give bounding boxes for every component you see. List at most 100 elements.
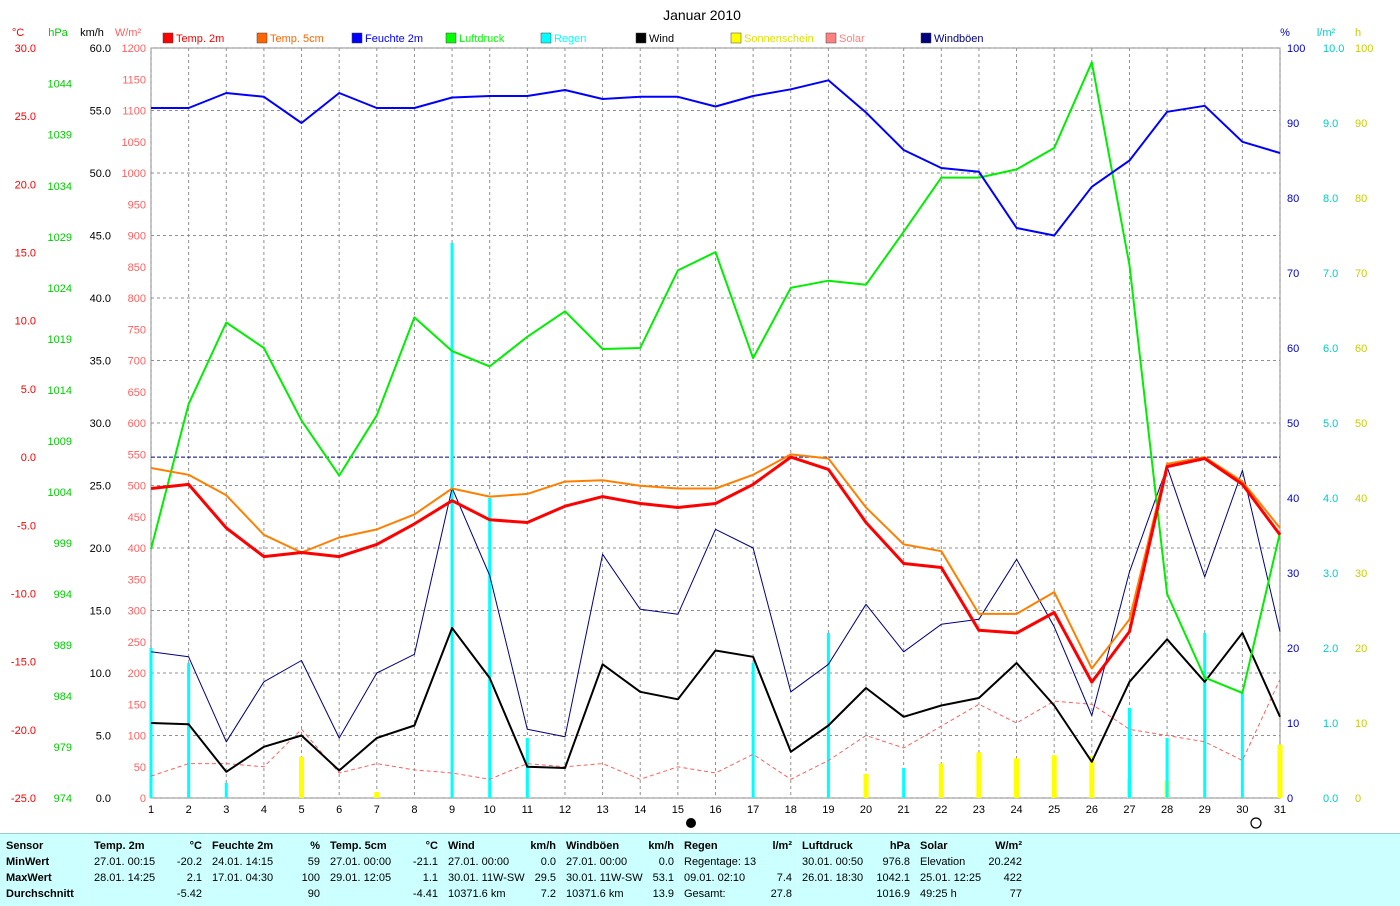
- sunshine-bar: [374, 792, 380, 798]
- stats-row-value: 976.8: [882, 856, 910, 868]
- solar-tick-label: 950: [128, 199, 146, 211]
- x-tick-label: 18: [785, 804, 797, 816]
- stats-row-value: 27.8: [770, 888, 792, 900]
- x-tick-label: 5: [298, 804, 304, 816]
- x-tick-label: 15: [672, 804, 684, 816]
- press-tick-label: 979: [54, 742, 72, 754]
- stats-row-value: 1042.1: [876, 872, 910, 884]
- legend-label: Regen: [554, 33, 586, 45]
- solar-tick-label: 500: [128, 481, 146, 493]
- legend-label: Temp. 5cm: [270, 33, 324, 45]
- stats-column-separator: [325, 834, 326, 906]
- legend-swatch: [540, 32, 552, 44]
- stats-column-separator: [797, 834, 798, 906]
- legend-swatch: [920, 32, 932, 44]
- x-tick-label: 27: [1123, 804, 1135, 816]
- sun-tick-label: 90: [1355, 118, 1367, 130]
- rain-bar: [488, 498, 492, 798]
- stats-row: -4.41: [330, 886, 438, 902]
- hum-tick-label: 60: [1287, 343, 1299, 355]
- stats-unit: %: [310, 840, 320, 852]
- stats-row: 26.01. 18:30 1042.1: [802, 870, 910, 886]
- temp-tick-label: -5.0: [17, 520, 36, 532]
- stats-row-value: -4.41: [412, 888, 438, 900]
- stats-sensor-name: Regen: [684, 840, 718, 852]
- bar-series: [149, 243, 1283, 798]
- rain-bar: [450, 243, 454, 798]
- x-tick-label: 7: [374, 804, 380, 816]
- wind-unit-label: km/h: [80, 27, 104, 39]
- stats-row: 27.01. 00:15 -20.2: [94, 854, 202, 870]
- stats-column: Luftdruck hPa 30.01. 00:50 976.8 26.01. 18:3…: [802, 838, 910, 902]
- stats-row-label: 09.01. 02:10: [684, 872, 746, 884]
- stats-row-value: 1016.9: [876, 888, 910, 900]
- series-line-temp-2m: [150, 455, 1282, 684]
- stats-sensor-name: Feuchte 2m: [212, 840, 274, 852]
- sunshine-bar: [938, 763, 944, 798]
- stats-column-header: Solar W/m²: [920, 838, 1022, 854]
- stats-row-value: -21.1: [412, 856, 438, 868]
- temp-tick-label: 15.0: [15, 248, 36, 260]
- stats-row-label: 10371.6 km: [566, 888, 624, 900]
- rain-bar: [1165, 738, 1169, 798]
- temp-tick-label: 30.0: [15, 43, 36, 55]
- press-tick-label: 989: [54, 640, 72, 652]
- stats-column: Temp. 5cm °C 27.01. 00:00 -21.1 29.01. 12:05…: [330, 838, 438, 902]
- sunshine-bar: [863, 774, 869, 798]
- press-tick-label: 1004: [48, 487, 72, 499]
- sunshine-bar: [976, 752, 982, 798]
- solar-tick-label: 100: [128, 731, 146, 743]
- stats-row-label: 24.01. 14:15: [212, 856, 274, 868]
- wind-tick-label: 30.0: [90, 418, 111, 430]
- stats-row: 30.01. 00:50 976.8: [802, 854, 910, 870]
- x-tick-label: 29: [1199, 804, 1211, 816]
- stats-column: Solar W/m² Elevation 20.242 25.01. 12:25 422 4…: [920, 838, 1022, 902]
- stats-column-header: Temp. 5cm °C: [330, 838, 438, 854]
- x-tick-label: 24: [1010, 804, 1022, 816]
- legend-swatch: [635, 32, 647, 44]
- stats-row-value: 0.0: [658, 856, 674, 868]
- stats-row-label: 27.01. 00:15: [94, 856, 156, 868]
- temp-tick-label: 25.0: [15, 111, 36, 123]
- line-series: [150, 61, 1282, 780]
- sunshine-bar: [1051, 755, 1057, 798]
- temp-tick-label: -15.0: [11, 657, 36, 669]
- stats-row-value: 100: [301, 872, 320, 884]
- x-tick-label: 4: [261, 804, 267, 816]
- stats-row-label: 29.01. 12:05: [330, 872, 392, 884]
- sun-tick-label: 0: [1355, 793, 1361, 805]
- stats-row: 09.01. 02:10 7.4: [684, 870, 792, 886]
- stats-row-value: 7.4: [776, 872, 792, 884]
- sun-tick-label: 20: [1355, 643, 1367, 655]
- stats-row-label: 30.01. 00:50: [802, 856, 864, 868]
- hum-tick-label: 100: [1287, 43, 1305, 55]
- stats-row-value: 29.5: [534, 872, 556, 884]
- rain-tick-label: 7.0: [1323, 268, 1338, 280]
- stats-row: 1016.9: [802, 886, 910, 902]
- stats-column-header: Luftdruck hPa: [802, 838, 910, 854]
- stats-row: 10371.6 km 7.2: [448, 886, 556, 902]
- stats-row: 10371.6 km 13.9: [566, 886, 674, 902]
- x-tick-label: 11: [522, 804, 533, 816]
- stats-row-value: -5.42: [176, 888, 202, 900]
- sunshine-bar: [299, 756, 305, 798]
- stats-column: Wind km/h 27.01. 00:00 0.0 30.01. 11W-SW 29.5…: [448, 838, 556, 902]
- x-tick-label: 20: [860, 804, 872, 816]
- stats-row: 30.01. 11W-SW 29.5: [448, 870, 556, 886]
- rain-unit-label: l/m²: [1317, 27, 1336, 39]
- stats-sensor-name: Luftdruck: [802, 840, 853, 852]
- stats-row-label: 49:25 h: [920, 888, 957, 900]
- x-tick-label: 1: [148, 804, 154, 816]
- stats-row-label: 26.01. 18:30: [802, 872, 864, 884]
- solar-tick-label: 750: [128, 324, 146, 336]
- stats-label-sensor: Sensor: [6, 840, 44, 852]
- stats-row-value: 0.0: [540, 856, 556, 868]
- wind-tick-label: 50.0: [90, 168, 111, 180]
- statistics-panel: Sensor MinWert MaxWert Durchschnitt Temp…: [0, 833, 1400, 906]
- stats-unit: km/h: [648, 840, 674, 852]
- temp-tick-label: -10.0: [11, 588, 36, 600]
- x-tick-label: 19: [822, 804, 834, 816]
- stats-unit: W/m²: [995, 840, 1022, 852]
- stats-row: 28.01. 14:25 2.1: [94, 870, 202, 886]
- sun-tick-label: 30: [1355, 568, 1367, 580]
